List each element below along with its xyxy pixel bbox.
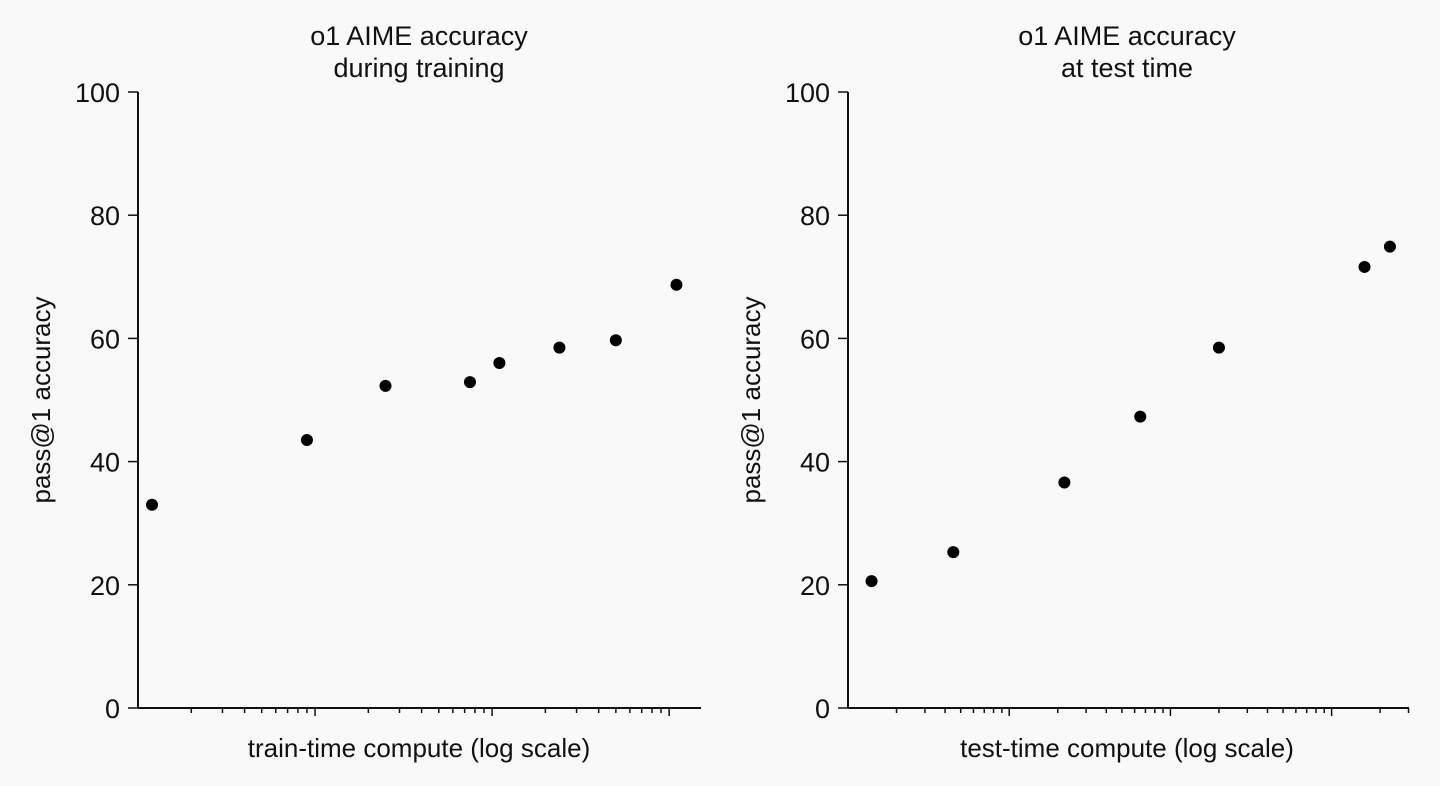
data-point [609, 334, 622, 347]
y-tick-label: 40 [800, 448, 830, 478]
data-point [553, 341, 566, 354]
data-point [865, 575, 878, 588]
data-point [493, 357, 506, 370]
data-point [463, 376, 476, 389]
x-axis-label: train-time compute (log scale) [248, 733, 590, 763]
chart-title-line-1: o1 AIME accuracy [310, 21, 528, 51]
y-tick-label: 0 [105, 694, 120, 724]
y-tick-label: 0 [815, 694, 830, 724]
y-axis-label: pass@1 accuracy [26, 296, 56, 503]
x-ticks [190, 708, 670, 716]
y-tick-label: 80 [90, 201, 120, 231]
data-point [670, 278, 683, 291]
data-point [146, 498, 159, 511]
chart-panel-test-time: o1 AIME accuracy at test time 0 20 40 60 80 1… [736, 21, 1410, 763]
x-axis-label: test-time compute (log scale) [960, 733, 1294, 763]
data-point [1134, 410, 1147, 423]
y-ticks: 0 20 40 60 80 100 [75, 78, 138, 724]
y-tick-label: 20 [90, 571, 120, 601]
data-point [1212, 341, 1225, 354]
chart-title-line-2: at test time [1061, 53, 1193, 83]
y-tick-label: 20 [800, 571, 830, 601]
data-point [1383, 240, 1396, 253]
scatter-points [146, 278, 683, 511]
y-tick-label: 40 [90, 448, 120, 478]
x-ticks [895, 708, 1410, 716]
y-tick-label: 80 [800, 201, 830, 231]
y-tick-label: 100 [785, 78, 830, 108]
data-point [300, 434, 313, 447]
data-point [1358, 260, 1371, 273]
y-axis-label: pass@1 accuracy [736, 296, 766, 503]
y-ticks: 0 20 40 60 80 100 [785, 78, 848, 724]
data-point [1058, 476, 1071, 489]
data-point [947, 546, 960, 559]
y-tick-label: 100 [75, 78, 120, 108]
chart-title-line-1: o1 AIME accuracy [1018, 21, 1236, 51]
y-tick-label: 60 [90, 324, 120, 354]
chart-title-line-2: during training [333, 53, 504, 83]
y-tick-label: 60 [800, 324, 830, 354]
data-point [379, 379, 392, 392]
chart-panel-training: o1 AIME accuracy during training 0 20 40 60… [26, 21, 701, 763]
scatter-points [865, 240, 1396, 588]
